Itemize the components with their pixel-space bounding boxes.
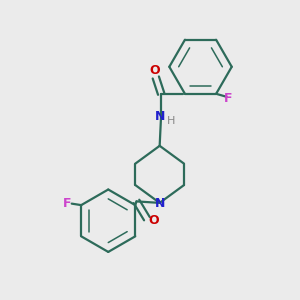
Text: O: O bbox=[149, 64, 160, 77]
Text: H: H bbox=[167, 116, 175, 126]
Text: O: O bbox=[148, 214, 159, 226]
Text: F: F bbox=[224, 92, 233, 105]
Text: F: F bbox=[63, 197, 71, 210]
Text: N: N bbox=[155, 110, 166, 123]
Text: N: N bbox=[155, 197, 165, 210]
